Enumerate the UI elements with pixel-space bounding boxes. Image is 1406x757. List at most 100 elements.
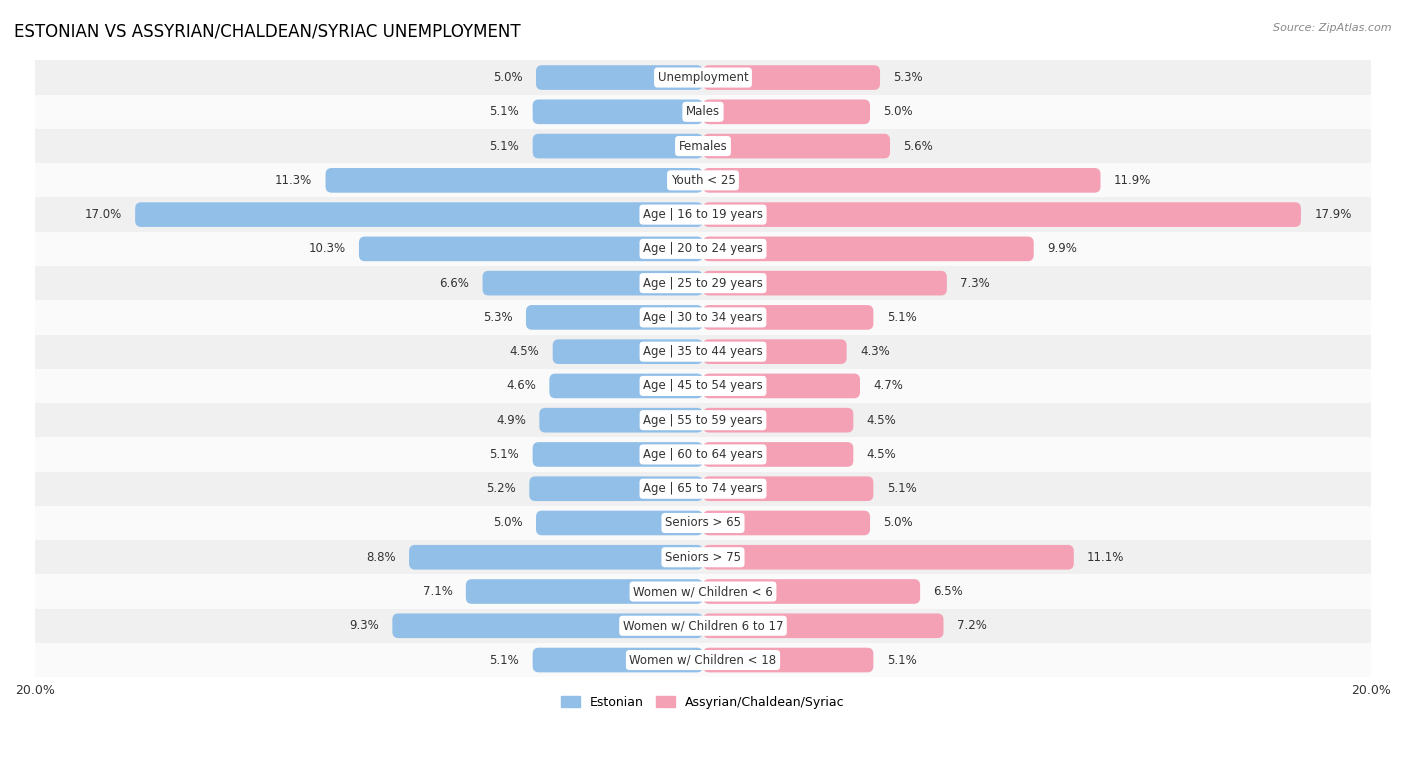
FancyBboxPatch shape [135,202,703,227]
FancyBboxPatch shape [703,545,1074,569]
Text: 5.0%: 5.0% [494,516,523,529]
Bar [35,232,1371,266]
FancyBboxPatch shape [536,65,703,90]
FancyBboxPatch shape [553,339,703,364]
Bar [35,95,1371,129]
FancyBboxPatch shape [533,99,703,124]
Text: 5.1%: 5.1% [887,311,917,324]
Text: 5.0%: 5.0% [883,105,912,118]
Text: 9.9%: 9.9% [1047,242,1077,255]
FancyBboxPatch shape [703,613,943,638]
Bar [35,369,1371,403]
FancyBboxPatch shape [703,305,873,330]
Text: 5.1%: 5.1% [887,653,917,666]
Text: Age | 60 to 64 years: Age | 60 to 64 years [643,448,763,461]
FancyBboxPatch shape [703,202,1301,227]
Text: 5.3%: 5.3% [893,71,922,84]
Bar [35,506,1371,540]
Text: Age | 30 to 34 years: Age | 30 to 34 years [643,311,763,324]
FancyBboxPatch shape [703,408,853,432]
Text: Age | 20 to 24 years: Age | 20 to 24 years [643,242,763,255]
Text: 5.1%: 5.1% [887,482,917,495]
Text: 11.9%: 11.9% [1114,174,1152,187]
Text: 5.1%: 5.1% [489,105,519,118]
Bar [35,403,1371,438]
Bar [35,643,1371,678]
Text: 4.7%: 4.7% [873,379,903,392]
Bar [35,335,1371,369]
Text: Males: Males [686,105,720,118]
FancyBboxPatch shape [703,236,1033,261]
Text: Source: ZipAtlas.com: Source: ZipAtlas.com [1274,23,1392,33]
FancyBboxPatch shape [703,168,1101,193]
FancyBboxPatch shape [326,168,703,193]
Text: 5.1%: 5.1% [489,139,519,153]
Bar [35,129,1371,164]
Text: 5.1%: 5.1% [489,448,519,461]
Text: Females: Females [679,139,727,153]
Bar [35,609,1371,643]
FancyBboxPatch shape [703,511,870,535]
Text: Women w/ Children < 18: Women w/ Children < 18 [630,653,776,666]
Text: 5.0%: 5.0% [883,516,912,529]
Text: 11.3%: 11.3% [276,174,312,187]
Text: Women w/ Children 6 to 17: Women w/ Children 6 to 17 [623,619,783,632]
FancyBboxPatch shape [703,271,946,295]
FancyBboxPatch shape [533,648,703,672]
Text: 6.6%: 6.6% [439,276,470,290]
FancyBboxPatch shape [540,408,703,432]
Text: Women w/ Children < 6: Women w/ Children < 6 [633,585,773,598]
Text: Age | 55 to 59 years: Age | 55 to 59 years [643,413,763,427]
Text: 17.9%: 17.9% [1315,208,1351,221]
FancyBboxPatch shape [703,476,873,501]
FancyBboxPatch shape [529,476,703,501]
Text: 7.3%: 7.3% [960,276,990,290]
FancyBboxPatch shape [533,134,703,158]
Bar [35,266,1371,301]
Text: 5.6%: 5.6% [904,139,934,153]
Bar [35,540,1371,575]
Text: 4.5%: 4.5% [866,413,897,427]
Text: 11.1%: 11.1% [1087,551,1125,564]
Text: Seniors > 65: Seniors > 65 [665,516,741,529]
Text: Age | 16 to 19 years: Age | 16 to 19 years [643,208,763,221]
Bar [35,575,1371,609]
Text: 5.3%: 5.3% [484,311,513,324]
Text: 6.5%: 6.5% [934,585,963,598]
FancyBboxPatch shape [703,374,860,398]
Text: 7.1%: 7.1% [423,585,453,598]
Bar [35,438,1371,472]
Text: Age | 45 to 54 years: Age | 45 to 54 years [643,379,763,392]
FancyBboxPatch shape [703,442,853,467]
Bar [35,301,1371,335]
FancyBboxPatch shape [359,236,703,261]
Legend: Estonian, Assyrian/Chaldean/Syriac: Estonian, Assyrian/Chaldean/Syriac [557,691,849,714]
FancyBboxPatch shape [533,442,703,467]
Text: 5.0%: 5.0% [494,71,523,84]
FancyBboxPatch shape [703,648,873,672]
Text: 4.9%: 4.9% [496,413,526,427]
Text: 8.8%: 8.8% [366,551,395,564]
Bar [35,198,1371,232]
Bar [35,61,1371,95]
FancyBboxPatch shape [409,545,703,569]
FancyBboxPatch shape [703,579,920,604]
FancyBboxPatch shape [703,339,846,364]
Text: 5.1%: 5.1% [489,653,519,666]
Text: Age | 65 to 74 years: Age | 65 to 74 years [643,482,763,495]
Text: Seniors > 75: Seniors > 75 [665,551,741,564]
Text: ESTONIAN VS ASSYRIAN/CHALDEAN/SYRIAC UNEMPLOYMENT: ESTONIAN VS ASSYRIAN/CHALDEAN/SYRIAC UNE… [14,23,520,41]
FancyBboxPatch shape [526,305,703,330]
FancyBboxPatch shape [392,613,703,638]
FancyBboxPatch shape [550,374,703,398]
Text: 4.5%: 4.5% [866,448,897,461]
Text: 10.3%: 10.3% [308,242,346,255]
FancyBboxPatch shape [536,511,703,535]
Bar [35,164,1371,198]
Text: 4.5%: 4.5% [509,345,540,358]
FancyBboxPatch shape [703,134,890,158]
FancyBboxPatch shape [703,65,880,90]
Text: Age | 35 to 44 years: Age | 35 to 44 years [643,345,763,358]
Text: 7.2%: 7.2% [957,619,987,632]
FancyBboxPatch shape [703,99,870,124]
